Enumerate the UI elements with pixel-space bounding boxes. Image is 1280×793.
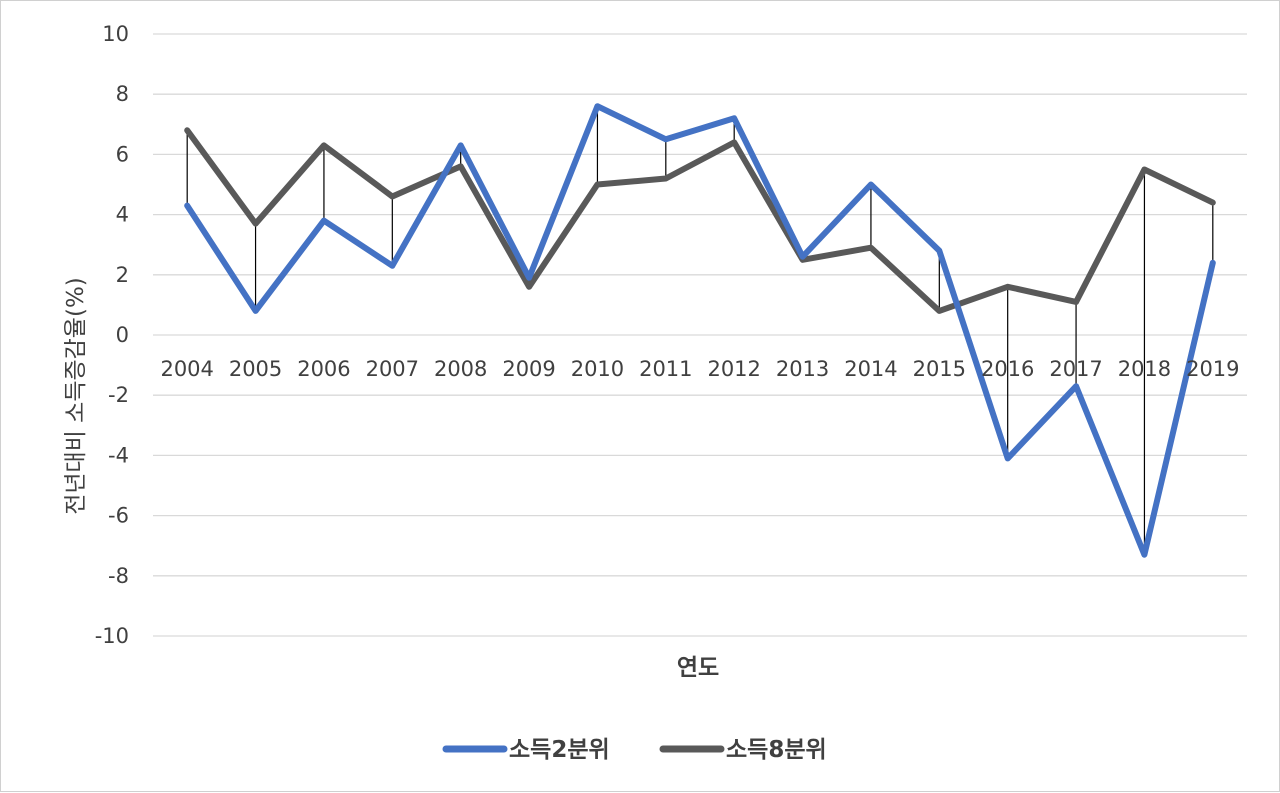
- data-point-quintile2: [1005, 455, 1011, 461]
- x-tick-label: 2011: [639, 357, 692, 381]
- data-point-quintile2: [321, 218, 327, 224]
- data-point-quintile2: [1210, 260, 1216, 266]
- data-point-quintile8: [253, 221, 259, 227]
- x-axis-title: 연도: [677, 655, 719, 681]
- data-point-quintile8: [868, 245, 874, 251]
- y-tick-label: -10: [95, 624, 129, 648]
- x-tick-label: 2012: [707, 357, 760, 381]
- gridlines: [153, 33, 1247, 637]
- x-tick-label: 2009: [502, 357, 555, 381]
- y-tick-label: -4: [108, 443, 129, 467]
- data-point-quintile2: [936, 248, 942, 254]
- x-tick-label: 2007: [366, 357, 419, 381]
- y-tick-label: 8: [116, 82, 129, 106]
- data-point-quintile8: [389, 194, 395, 200]
- y-tick-label: 4: [116, 203, 129, 227]
- x-tick-label: 2016: [981, 357, 1034, 381]
- data-point-quintile8: [663, 175, 669, 181]
- data-point-quintile2: [1073, 383, 1079, 389]
- y-tick-label: 6: [116, 142, 129, 166]
- x-tick-label: 2015: [913, 357, 966, 381]
- data-point-quintile8: [1073, 299, 1079, 305]
- series-line-quintile8: [184, 127, 1216, 314]
- data-point-quintile8: [594, 182, 600, 187]
- high-low-lines: [186, 106, 1214, 555]
- y-tick-label: -2: [108, 383, 129, 407]
- data-point-quintile2: [868, 182, 874, 187]
- data-point-quintile2: [458, 142, 464, 148]
- data-point-quintile8: [458, 163, 464, 169]
- x-tick-label: 2018: [1118, 357, 1171, 381]
- data-point-quintile2: [526, 275, 532, 281]
- y-tick-label: 0: [116, 323, 129, 347]
- data-point-quintile2: [184, 203, 190, 209]
- data-point-quintile8: [526, 284, 532, 290]
- legend-label: 소득2분위: [509, 737, 610, 763]
- data-point-quintile2: [1141, 552, 1147, 558]
- y-tick-label: 2: [116, 263, 129, 287]
- data-point-quintile8: [731, 139, 737, 145]
- data-point-quintile8: [1005, 284, 1011, 290]
- x-tick-label: 2019: [1186, 357, 1239, 381]
- x-tick-label: 2010: [571, 357, 624, 381]
- data-point-quintile2: [663, 136, 669, 142]
- x-tick-label: 2014: [844, 357, 897, 381]
- series-line-quintile2: [184, 103, 1216, 558]
- x-tick-label: 2008: [434, 357, 487, 381]
- y-tick-label: -8: [108, 564, 129, 588]
- y-tick-label: 10: [102, 22, 129, 46]
- y-tick-label: -6: [108, 504, 129, 528]
- data-point-quintile2: [253, 308, 259, 314]
- y-tick-labels: 10 8 6 4 2 0 -2 -4 -6 -8 -10: [95, 22, 129, 648]
- series-layer: [184, 103, 1216, 558]
- data-point-quintile2: [731, 115, 737, 121]
- y-axis-title: 전년대비 소득증감율(%): [63, 277, 89, 515]
- x-tick-label: 2004: [160, 357, 213, 381]
- data-point-quintile8: [1210, 200, 1216, 206]
- x-tick-label: 2006: [297, 357, 350, 381]
- x-tick-label: 2005: [229, 357, 282, 381]
- x-tick-label: 2013: [776, 357, 829, 381]
- data-point-quintile2: [389, 263, 395, 269]
- legend: 소득2분위 소득8분위: [442, 737, 827, 763]
- data-point-quintile8: [936, 308, 942, 314]
- x-tick-labels: 2004 2005 2006 2007 2008 2009 2010 2011 2012 2013…: [160, 357, 1239, 381]
- data-point-quintile2: [594, 103, 600, 109]
- x-tick-label: 2017: [1049, 357, 1102, 381]
- legend-label: 소득8분위: [726, 737, 827, 763]
- data-point-quintile2: [800, 254, 806, 260]
- data-point-quintile8: [321, 142, 327, 148]
- data-point-quintile8: [184, 127, 190, 133]
- data-point-quintile8: [1141, 166, 1147, 172]
